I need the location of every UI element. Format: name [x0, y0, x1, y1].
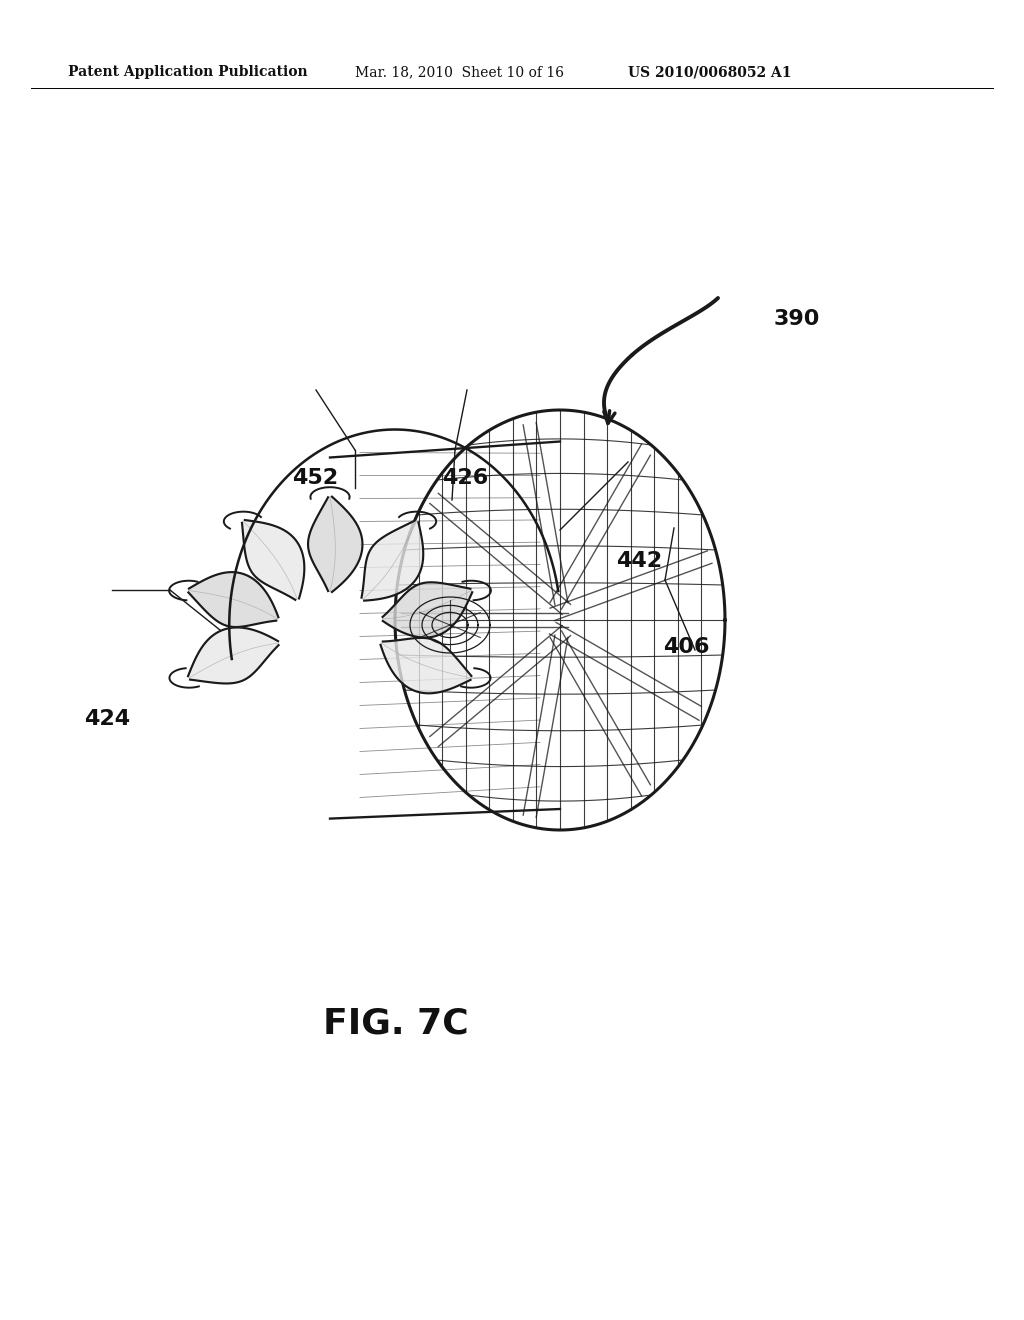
Text: 426: 426 [442, 467, 488, 488]
Text: US 2010/0068052 A1: US 2010/0068052 A1 [628, 65, 792, 79]
Polygon shape [381, 638, 471, 693]
Text: 442: 442 [616, 550, 663, 572]
Text: Patent Application Publication: Patent Application Publication [68, 65, 307, 79]
Polygon shape [383, 582, 472, 638]
Polygon shape [242, 520, 304, 599]
Text: FIG. 7C: FIG. 7C [323, 1006, 468, 1040]
Text: 452: 452 [292, 467, 338, 488]
Polygon shape [361, 520, 423, 601]
Text: 390: 390 [773, 309, 819, 330]
Polygon shape [188, 627, 279, 684]
Text: 406: 406 [664, 636, 710, 657]
Text: 424: 424 [84, 709, 130, 730]
Polygon shape [188, 572, 279, 627]
Polygon shape [308, 496, 362, 591]
Text: Mar. 18, 2010  Sheet 10 of 16: Mar. 18, 2010 Sheet 10 of 16 [355, 65, 564, 79]
